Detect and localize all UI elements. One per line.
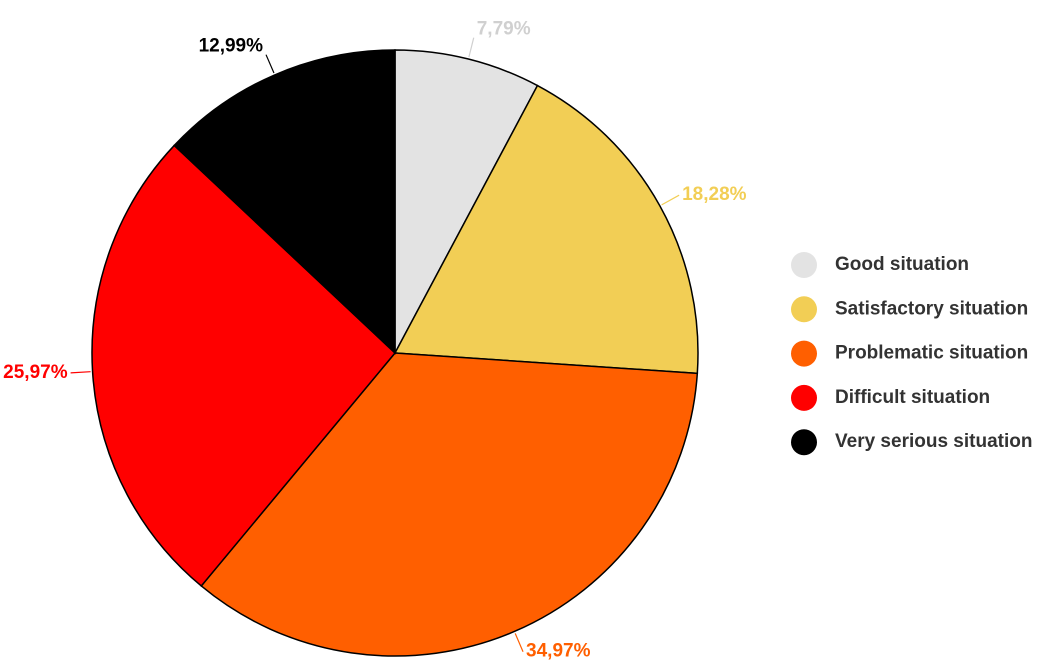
legend-label: Difficult situation xyxy=(835,387,990,408)
leader-line xyxy=(70,371,91,374)
data-label: 12,99% xyxy=(199,36,264,57)
data-label: 25,97% xyxy=(3,362,68,383)
data-label: 34,97% xyxy=(526,641,591,662)
pie-slice xyxy=(393,84,699,375)
legend-marker xyxy=(791,296,817,323)
legend-label: Problematic situation xyxy=(835,343,1028,364)
legend-label: Good situation xyxy=(835,254,969,275)
data-label: 18,28% xyxy=(682,184,747,205)
pie-slice xyxy=(200,352,699,657)
legend-marker xyxy=(791,252,817,278)
legend-marker xyxy=(791,429,817,456)
pie-slice xyxy=(91,144,397,588)
leader-line xyxy=(468,37,475,58)
legend-label: Very serious situation xyxy=(835,431,1032,452)
pie-slice xyxy=(394,49,539,354)
leader-line xyxy=(661,194,680,206)
leader-line xyxy=(514,633,524,652)
legend-marker xyxy=(791,340,817,367)
pie-slice xyxy=(173,49,396,355)
leader-line xyxy=(265,54,275,74)
data-label: 7,79% xyxy=(477,19,531,40)
legend-label: Satisfactory situation xyxy=(835,298,1028,319)
legend-marker xyxy=(791,384,817,411)
